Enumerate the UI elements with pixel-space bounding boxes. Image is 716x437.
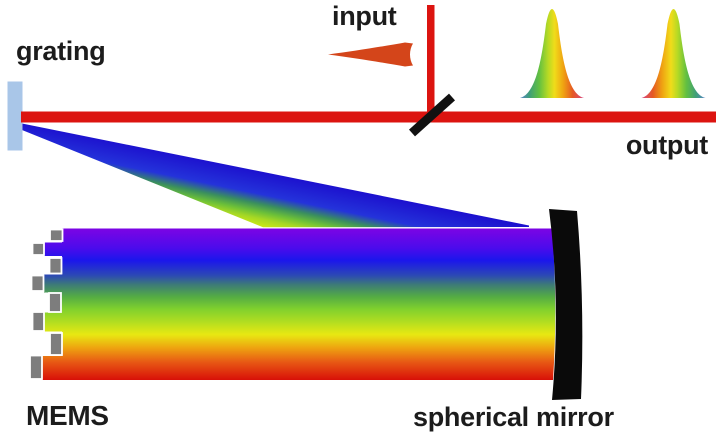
collimated-rainbow-beam	[42, 228, 556, 380]
mems-mirror-6	[31, 311, 45, 332]
spherical-mirror-label: spherical mirror	[413, 402, 614, 432]
mems-mirror-4	[30, 274, 45, 292]
mems-label: MEMS	[26, 400, 109, 431]
input-pulse-shape	[328, 42, 413, 67]
beamsplitter	[408, 93, 456, 137]
mems-mirror-array	[29, 228, 64, 380]
mems-mirror-2	[31, 242, 45, 256]
vertical-input-beam-line	[427, 5, 435, 115]
input-label: input	[332, 1, 397, 31]
grating-label: grating	[16, 36, 106, 66]
mems-mirror-1	[49, 228, 64, 242]
grating-panel	[7, 81, 23, 151]
mems-mirror-5	[48, 292, 62, 313]
spherical-mirror-shape	[549, 209, 583, 400]
dispersed-fan-beam	[22, 123, 529, 228]
mems-mirror-3	[48, 257, 63, 275]
mems-mirror-8	[29, 354, 43, 380]
horizontal-beam-line	[21, 111, 716, 123]
output-label: output	[625, 130, 708, 160]
mems-mirror-7	[49, 332, 63, 356]
output-pulse-red-leading	[641, 9, 706, 98]
output-pulse-blue-leading	[520, 9, 584, 98]
